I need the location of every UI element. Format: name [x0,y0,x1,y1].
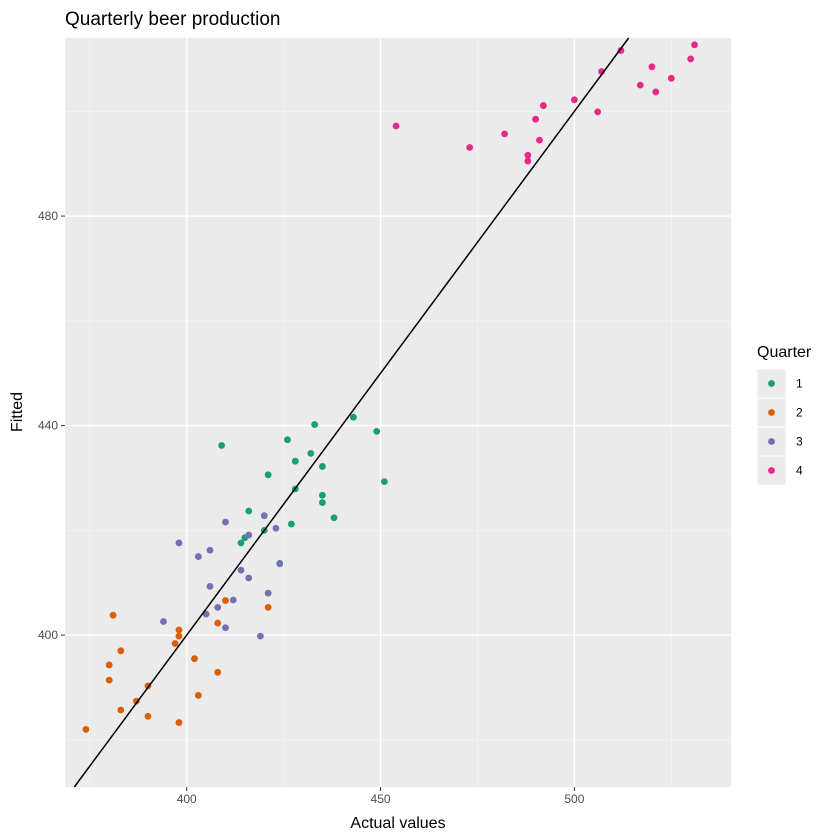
data-point-quarter-2 [117,647,125,655]
x-tick-label: 400 [177,792,197,806]
data-point-quarter-4 [687,55,695,63]
data-point-quarter-2 [222,597,229,604]
data-point-quarter-3 [245,531,253,539]
legend-swatch-4 [768,467,775,474]
data-point-quarter-1 [381,478,388,486]
data-point-quarter-4 [536,136,543,144]
data-point-quarter-2 [191,655,198,663]
legend-swatch-3 [768,438,775,445]
data-point-quarter-1 [319,499,326,506]
y-tick-label: 440 [38,419,58,433]
legend-label-2: 2 [796,406,803,420]
chart-title: Quarterly beer production [65,9,280,30]
x-axis-title: Actual values [350,815,445,832]
legend: Quarter 1 2 3 4 [756,344,812,486]
data-point-quarter-4 [594,108,602,116]
data-point-quarter-1 [218,442,226,449]
data-point-quarter-4 [648,63,656,71]
data-point-quarter-1 [307,449,315,457]
x-axis-ticks: 400 450 500 [177,787,585,806]
data-point-quarter-1 [291,457,299,465]
legend-title: Quarter [757,344,812,361]
data-point-quarter-2 [144,712,152,720]
legend-swatch-1 [768,380,775,387]
data-point-quarter-3 [214,603,222,611]
legend-label-1: 1 [796,377,803,391]
data-point-quarter-3 [206,582,214,590]
legend-label-3: 3 [796,435,803,449]
data-point-quarter-4 [524,157,532,165]
minor-gridlines [65,38,731,787]
data-point-quarter-4 [570,96,578,104]
data-point-quarter-1 [319,463,326,470]
data-point-quarter-2 [105,676,113,684]
data-point-quarter-2 [214,619,222,627]
data-point-quarter-4 [466,144,474,151]
data-point-quarter-3 [206,546,214,554]
reference-line [73,37,630,788]
data-point-quarter-1 [245,507,253,515]
data-point-quarter-4 [691,41,698,49]
data-points [82,41,698,733]
x-tick-label: 450 [371,792,391,806]
data-point-quarter-2 [82,725,90,733]
data-point-quarter-1 [264,471,272,479]
legend-swatch-2 [768,409,775,416]
data-point-quarter-4 [501,130,509,138]
data-point-quarter-2 [175,626,183,634]
data-point-quarter-3 [222,518,229,526]
y-axis-title: Fitted [9,392,26,432]
data-point-quarter-2 [175,719,183,726]
data-point-quarter-4 [617,47,625,54]
x-tick-label: 500 [564,792,584,806]
data-point-quarter-3 [245,574,253,582]
data-point-quarter-1 [311,421,319,428]
data-point-quarter-2 [171,640,179,647]
data-point-quarter-2 [105,661,113,669]
y-tick-label: 400 [38,628,58,642]
data-point-quarter-1 [287,520,295,528]
data-point-quarter-3 [194,553,202,560]
data-point-quarter-2 [109,611,117,619]
data-point-quarter-3 [272,524,280,532]
data-point-quarter-2 [194,691,202,699]
y-tick-label: 480 [38,209,58,223]
data-point-quarter-2 [117,706,125,714]
data-point-quarter-3 [237,566,245,574]
legend-key-1 [756,368,787,399]
plot-panel [65,38,731,787]
data-point-quarter-3 [229,596,237,604]
data-point-quarter-2 [214,668,222,676]
data-point-quarter-3 [256,632,264,640]
data-point-quarter-3 [276,560,284,568]
legend-label-4: 4 [796,464,803,478]
data-point-quarter-4 [667,74,675,82]
data-point-quarter-4 [392,122,400,130]
data-point-quarter-3 [222,624,229,632]
data-point-quarter-1 [237,539,245,547]
data-point-quarter-4 [524,151,532,159]
data-point-quarter-1 [284,436,291,444]
y-axis-ticks: 400 440 480 [38,209,65,642]
data-point-quarter-1 [319,491,326,499]
data-point-quarter-4 [652,88,660,96]
data-point-quarter-4 [539,102,547,109]
data-point-quarter-1 [373,427,381,435]
data-point-quarter-3 [160,618,167,625]
data-point-quarter-2 [175,632,183,640]
data-point-quarter-1 [330,514,338,522]
data-point-quarter-4 [636,81,644,89]
data-point-quarter-1 [350,413,357,421]
data-point-quarter-3 [260,512,268,520]
data-point-quarter-2 [132,697,140,705]
data-point-quarter-3 [264,589,272,597]
data-point-quarter-3 [175,539,183,547]
data-point-quarter-2 [264,603,272,611]
data-point-quarter-4 [532,115,540,123]
